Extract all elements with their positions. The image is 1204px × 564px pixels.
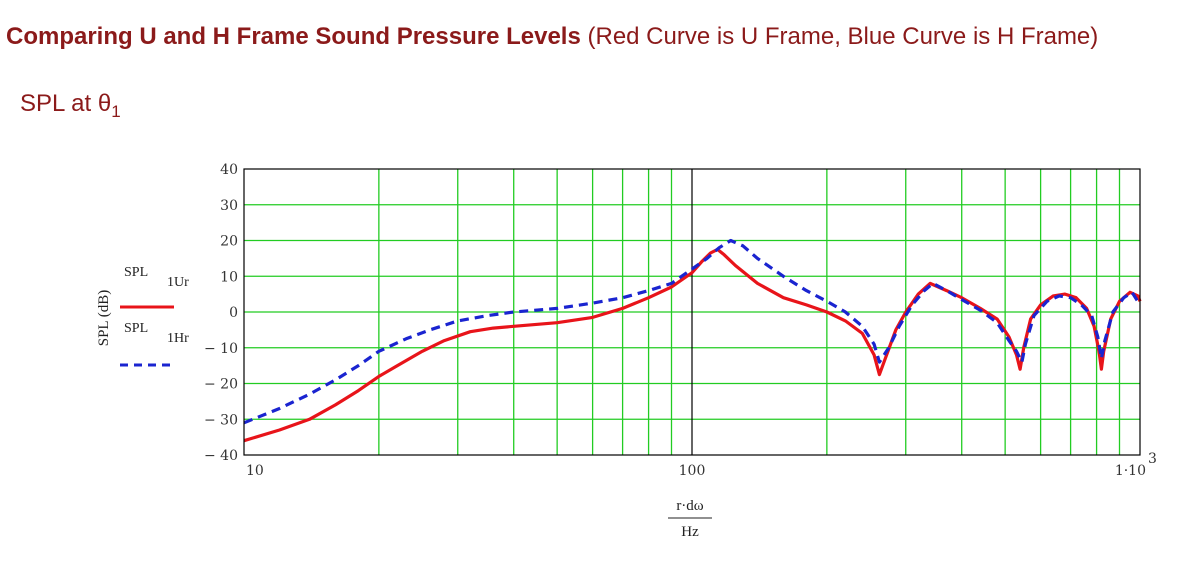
x-tick-exponent: 3 [1148,451,1157,467]
series-u-frame-line [243,247,1142,443]
subheading-theta: θ [97,90,112,117]
y-tick-label: 30 [220,198,238,214]
y-axis-label: SPL (dB) [96,290,112,347]
subheading-prefix: SPL at [20,90,98,117]
x-axis-label-top: r·dω [676,498,703,514]
y-tick-label: 10 [220,269,238,285]
chart-subheading: SPL at θ1 [20,90,121,122]
y-tick-label: − 10 [204,341,238,357]
y-tick-label: − 30 [204,412,238,428]
heading-bold: Comparing U and H Frame Sound Pressure L… [6,23,581,50]
legend-h-subscript: 1Hr [167,331,189,346]
y-tick-label: 0 [229,305,238,321]
y-tick-label: 20 [220,234,238,250]
x-axis-label-bottom: Hz [681,524,699,540]
series-lines [243,238,1142,443]
y-tick-label: − 40 [204,448,238,464]
subheading-subscript: 1 [111,101,121,121]
heading-normal: (Red Curve is U Frame, Blue Curve is H F… [580,23,1099,50]
legend-u-name: SPL [124,265,148,280]
x-tick-label: 100 [679,463,706,479]
legend-u-subscript: 1Ur [167,275,189,290]
x-axis-title: r·dω Hz [668,498,712,540]
legend: SPL 1Ur SPL 1Hr [120,265,189,367]
series-h-frame-line [243,238,1142,425]
x-tick-label: 10 [246,463,264,479]
x-tick-label: 1·10 [1115,463,1146,479]
y-tick-label: 40 [220,162,238,178]
plot-frame [243,168,1141,456]
grid-lines [244,169,1140,455]
legend-h-name: SPL [124,321,148,336]
chart-heading: Comparing U and H Frame Sound Pressure L… [6,22,1186,52]
y-tick-label: − 20 [204,377,238,393]
